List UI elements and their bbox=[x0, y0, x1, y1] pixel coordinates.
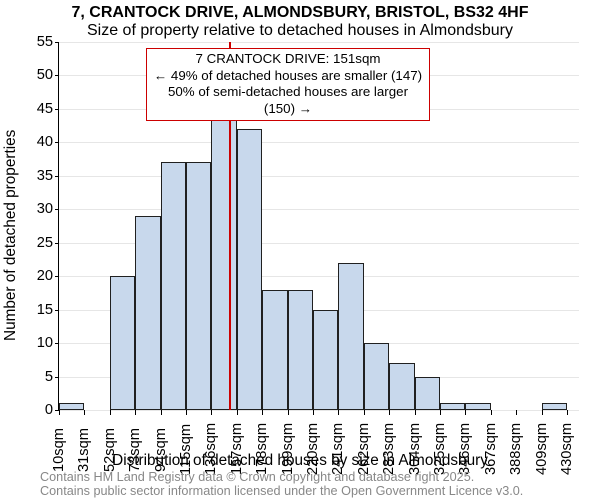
y-tick-label: 55 bbox=[25, 34, 53, 50]
x-tick bbox=[84, 410, 85, 415]
x-tick bbox=[516, 410, 517, 415]
histogram-bar bbox=[59, 403, 84, 410]
x-tick bbox=[338, 410, 339, 415]
y-tick bbox=[55, 142, 59, 143]
footnote: Contains HM Land Registry data © Crown c… bbox=[40, 470, 523, 499]
y-tick bbox=[55, 209, 59, 210]
title-line-2: Size of property relative to detached ho… bbox=[0, 22, 600, 40]
x-tick bbox=[465, 410, 466, 415]
chart-container: 7, CRANTOCK DRIVE, ALMONDSBURY, BRISTOL,… bbox=[0, 0, 600, 500]
x-tick bbox=[389, 410, 390, 415]
gridline bbox=[59, 176, 579, 177]
y-tick bbox=[55, 75, 59, 76]
x-tick bbox=[288, 410, 289, 415]
title-line-1: 7, CRANTOCK DRIVE, ALMONDSBURY, BRISTOL,… bbox=[0, 4, 600, 22]
y-tick bbox=[55, 310, 59, 311]
y-tick-label: 0 bbox=[25, 402, 53, 418]
x-tick bbox=[313, 410, 314, 415]
annotation-line: 50% of semi-detached houses are larger (… bbox=[151, 84, 425, 117]
y-axis-label: Number of detached properties bbox=[2, 130, 20, 341]
histogram-bar bbox=[338, 263, 363, 410]
footnote-line-1: Contains HM Land Registry data © Crown c… bbox=[40, 470, 523, 485]
histogram-bar bbox=[110, 276, 135, 410]
y-tick bbox=[55, 42, 59, 43]
x-tick bbox=[161, 410, 162, 415]
histogram-bar bbox=[237, 129, 262, 410]
histogram-bar bbox=[135, 216, 160, 410]
histogram-bar bbox=[415, 377, 440, 410]
histogram-bar bbox=[364, 343, 389, 410]
histogram-bar bbox=[288, 290, 313, 410]
gridline bbox=[59, 142, 579, 143]
x-tick bbox=[415, 410, 416, 415]
y-tick bbox=[55, 109, 59, 110]
y-tick bbox=[55, 176, 59, 177]
annotation-line: ← 49% of detached houses are smaller (14… bbox=[151, 68, 425, 85]
y-tick-label: 45 bbox=[25, 101, 53, 117]
x-tick bbox=[567, 410, 568, 415]
histogram-bar bbox=[465, 403, 490, 410]
y-tick bbox=[55, 243, 59, 244]
gridline bbox=[59, 42, 579, 43]
x-tick bbox=[542, 410, 543, 415]
x-tick bbox=[440, 410, 441, 415]
annotation-line: 7 CRANTOCK DRIVE: 151sqm bbox=[151, 51, 425, 68]
y-tick-label: 20 bbox=[25, 268, 53, 284]
plot-area: 051015202530354045505510sqm31sqm52sqm73s… bbox=[58, 42, 579, 411]
annotation-box: 7 CRANTOCK DRIVE: 151sqm← 49% of detache… bbox=[146, 48, 430, 121]
x-tick bbox=[59, 410, 60, 415]
footnote-line-2: Contains public sector information licen… bbox=[40, 484, 523, 499]
gridline bbox=[59, 410, 579, 411]
y-tick-label: 50 bbox=[25, 67, 53, 83]
y-tick bbox=[55, 343, 59, 344]
gridline bbox=[59, 209, 579, 210]
histogram-bar bbox=[262, 290, 287, 410]
histogram-bar bbox=[161, 162, 186, 410]
histogram-bar bbox=[542, 403, 567, 410]
y-tick bbox=[55, 377, 59, 378]
x-tick bbox=[237, 410, 238, 415]
y-tick-label: 40 bbox=[25, 134, 53, 150]
x-tick bbox=[110, 410, 111, 415]
x-tick bbox=[186, 410, 187, 415]
y-tick-label: 5 bbox=[25, 369, 53, 385]
x-tick bbox=[364, 410, 365, 415]
x-tick bbox=[491, 410, 492, 415]
y-tick bbox=[55, 276, 59, 277]
y-tick-label: 35 bbox=[25, 168, 53, 184]
histogram-bar bbox=[313, 310, 338, 410]
y-tick-label: 25 bbox=[25, 235, 53, 251]
y-tick-label: 15 bbox=[25, 302, 53, 318]
x-tick bbox=[262, 410, 263, 415]
x-axis-label: Distribution of detached houses by size … bbox=[0, 452, 600, 470]
y-tick-label: 10 bbox=[25, 335, 53, 351]
x-tick bbox=[135, 410, 136, 415]
histogram-bar bbox=[211, 102, 236, 410]
histogram-bar bbox=[186, 162, 211, 410]
histogram-bar bbox=[440, 403, 465, 410]
x-tick bbox=[211, 410, 212, 415]
y-tick-label: 30 bbox=[25, 201, 53, 217]
histogram-bar bbox=[389, 363, 414, 410]
